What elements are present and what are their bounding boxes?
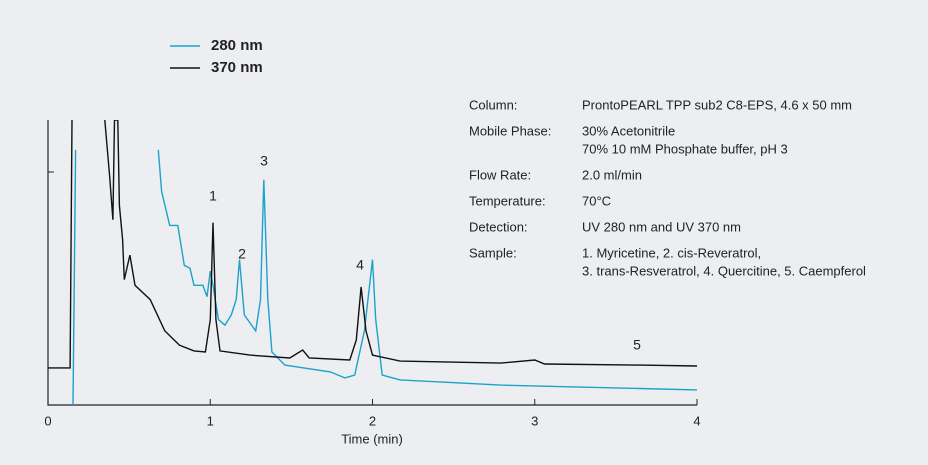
x-tick-label: 2 bbox=[369, 413, 376, 428]
plot-lines bbox=[48, 120, 698, 406]
info-label: Mobile Phase: bbox=[469, 123, 551, 138]
series-line bbox=[48, 120, 698, 369]
info-value: 3. trans-Resveratrol, 4. Quercitine, 5. … bbox=[582, 263, 866, 278]
peak-label: 4 bbox=[356, 257, 364, 273]
peak-label: 2 bbox=[238, 246, 246, 262]
info-value: 70°C bbox=[582, 193, 611, 208]
x-tick-label: 3 bbox=[531, 413, 538, 428]
series-line bbox=[72, 149, 698, 406]
info-value: ProntoPEARL TPP sub2 C8-EPS, 4.6 x 50 mm bbox=[582, 97, 852, 112]
info-label: Sample: bbox=[469, 245, 517, 260]
info-value: 70% 10 mM Phosphate buffer, pH 3 bbox=[582, 141, 788, 156]
info-value: 1. Myricetine, 2. cis-Reveratrol, bbox=[582, 245, 761, 260]
info-value: 2.0 ml/min bbox=[582, 167, 642, 182]
x-tick-label: 1 bbox=[207, 413, 214, 428]
info-label: Column: bbox=[469, 97, 517, 112]
peak-label: 1 bbox=[209, 188, 217, 204]
info-value: 30% Acetonitrile bbox=[582, 123, 675, 138]
x-tick-label: 4 bbox=[693, 413, 700, 428]
info-label: Detection: bbox=[469, 219, 528, 234]
info-label: Flow Rate: bbox=[469, 167, 531, 182]
peak-label: 3 bbox=[260, 153, 268, 169]
x-axis-label: Time (min) bbox=[341, 431, 403, 446]
x-tick-label: 0 bbox=[44, 413, 51, 428]
legend-text: 370 nm bbox=[211, 59, 263, 76]
info-value: UV 280 nm and UV 370 nm bbox=[582, 219, 741, 234]
legend-text: 280 nm bbox=[211, 37, 263, 54]
info-label: Temperature: bbox=[469, 193, 546, 208]
peak-label: 5 bbox=[633, 337, 641, 353]
